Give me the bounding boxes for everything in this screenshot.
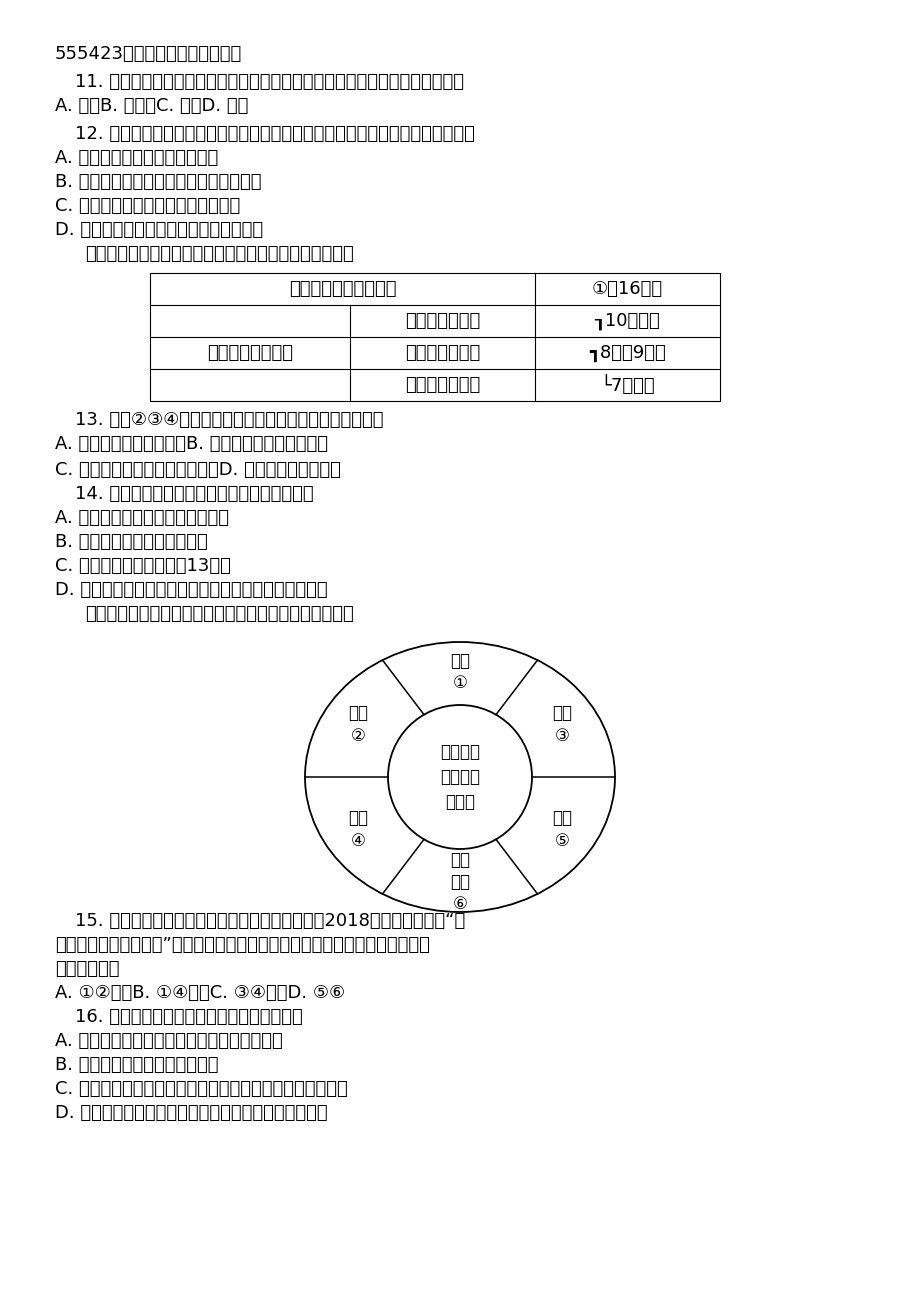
Text: 经济
③: 经济 ③ xyxy=(551,704,572,745)
Text: └7亿之内: └7亿之内 xyxy=(599,375,654,395)
Text: 战争
⑤: 战争 ⑤ xyxy=(551,810,572,850)
Text: ┓8亿～9亿人: ┓8亿～9亿人 xyxy=(588,344,665,362)
Text: ┒10亿之内: ┒10亿之内 xyxy=(594,312,660,329)
Text: 气候
①: 气候 ① xyxy=(449,652,470,693)
Text: 12. 近年来，很多农民工重新回到家乡，甘肃政府的安置措施不合理的是（　　）: 12. 近年来，很多农民工重新回到家乡，甘肃政府的安置措施不合理的是（ ） xyxy=(75,125,474,143)
Text: 富裕型消费水平: 富裕型消费水平 xyxy=(404,376,480,395)
Text: 下图为影响人口迁移的主要因素示意图。完成下面小题。: 下图为影响人口迁移的主要因素示意图。完成下面小题。 xyxy=(85,605,354,622)
Text: 别是（　　）: 别是（ ） xyxy=(55,960,119,978)
Text: 资源
②: 资源 ② xyxy=(347,704,368,745)
Text: 最多能供兿的人口数量: 最多能供兿的人口数量 xyxy=(289,280,396,298)
Text: 婚姻
家庭
⑥: 婚姻 家庭 ⑥ xyxy=(449,850,470,913)
Text: A. 人口迁移分为国际人口迁移和国内人口迁移: A. 人口迁移分为国际人口迁移和国内人口迁移 xyxy=(55,1032,282,1049)
Text: B. 国庆黄金周出游属于人口迁移: B. 国庆黄金周出游属于人口迁移 xyxy=(55,1056,219,1074)
Text: 下表为我国环境与人口信息表，读下表，完成下列各题。: 下表为我国环境与人口信息表，读下表，完成下列各题。 xyxy=(85,245,354,263)
Text: C. 开垦大量荒坡草地，增加耕地面积: C. 开垦大量荒坡草地，增加耕地面积 xyxy=(55,197,240,215)
Text: 14. 有关环境人口容量的叙述正确的是（　　）: 14. 有关环境人口容量的叙述正确的是（ ） xyxy=(75,486,313,503)
Text: C. 中国的环境人口容量是13亿人: C. 中国的环境人口容量是13亿人 xyxy=(55,557,231,575)
Text: 555423人。据此回答下列问题。: 555423人。据此回答下列问题。 xyxy=(55,46,242,62)
Text: 影响人口
迁移的主
要因素: 影响人口 迁移的主 要因素 xyxy=(439,743,480,811)
Text: 小康型消费水平: 小康型消费水平 xyxy=(404,344,480,362)
Text: 13. 表中②③④数据値的差异，说明人口合理容量（　　）: 13. 表中②③④数据値的差异，说明人口合理容量（ ） xyxy=(75,411,383,428)
Text: 15. 近年来，我国北方的很多老人到海南定居。厗2018年海南省发布的“百: 15. 近年来，我国北方的很多老人到海南定居。厗2018年海南省发布的“百 xyxy=(75,911,465,930)
Text: D. 环境人口容量的确定性是相对的，不确定性是绝对的: D. 环境人口容量的确定性是相对的，不确定性是绝对的 xyxy=(55,581,327,599)
Text: D. 改革开放以来，我国人口迁移主要是由城市迁往农村: D. 改革开放以来，我国人口迁移主要是由城市迁往农村 xyxy=(55,1104,327,1122)
Bar xyxy=(150,273,720,401)
Text: 16. 关于人口迁移的叙述，正确的是（　　）: 16. 关于人口迁移的叙述，正确的是（ ） xyxy=(75,1008,302,1026)
Text: A. 只受人口消费水平影响B. 与人口消费水平呈负相关: A. 只受人口消费水平影响B. 与人口消费水平呈负相关 xyxy=(55,435,328,453)
Text: 最适宜的人口数量: 最适宜的人口数量 xyxy=(207,344,292,362)
Text: A. 广西B. 黑龙江C. 广东D. 湖北: A. 广西B. 黑龙江C. 广东D. 湖北 xyxy=(55,98,248,115)
Text: B. 政府组织培训农民工，提高农民工素质: B. 政府组织培训农民工，提高农民工素质 xyxy=(55,173,261,191)
Text: 政策
④: 政策 ④ xyxy=(347,810,368,850)
Text: ①甗16亿人: ①甗16亿人 xyxy=(591,280,663,298)
Text: A. ①②　　B. ①④　　C. ③④　　D. ⑤⑥: A. ①② B. ①④ C. ③④ D. ⑤⑥ xyxy=(55,984,345,1003)
Text: D. 出台相关政策，鼓励返乡民工自主创业: D. 出台相关政策，鼓励返乡民工自主创业 xyxy=(55,221,263,240)
Text: A. 环境人口容量不具有相对确定性: A. 环境人口容量不具有相对确定性 xyxy=(55,509,229,527)
Text: C. 与人口消费水平呈正相关　　D. 与人口消费水平无关: C. 与人口消费水平呈正相关 D. 与人口消费水平无关 xyxy=(55,461,341,479)
Text: 温饱型消费水平: 温饱型消费水平 xyxy=(404,312,480,329)
Text: B. 环境人口容量就是合理容量: B. 环境人口容量就是合理容量 xyxy=(55,533,208,551)
Text: A. 改善当地环境，吸引民工返乡: A. 改善当地环境，吸引民工返乡 xyxy=(55,148,218,167)
Text: 万人才进海南行动计划”影响，许多人才落户海南。这两类人迁入海南的原因分: 万人才进海南行动计划”影响，许多人才落户海南。这两类人迁入海南的原因分 xyxy=(55,936,429,954)
Text: C. 二战以后，国际人口迁移主要由发达国家迁往发展中国家: C. 二战以后，国际人口迁移主要由发达国家迁往发展中国家 xyxy=(55,1079,347,1098)
Text: 11. 根据人口普查信息，甘肃省大量减少的人最大可能流入以下哪个省（　　）: 11. 根据人口普查信息，甘肃省大量减少的人最大可能流入以下哪个省（ ） xyxy=(75,73,463,91)
